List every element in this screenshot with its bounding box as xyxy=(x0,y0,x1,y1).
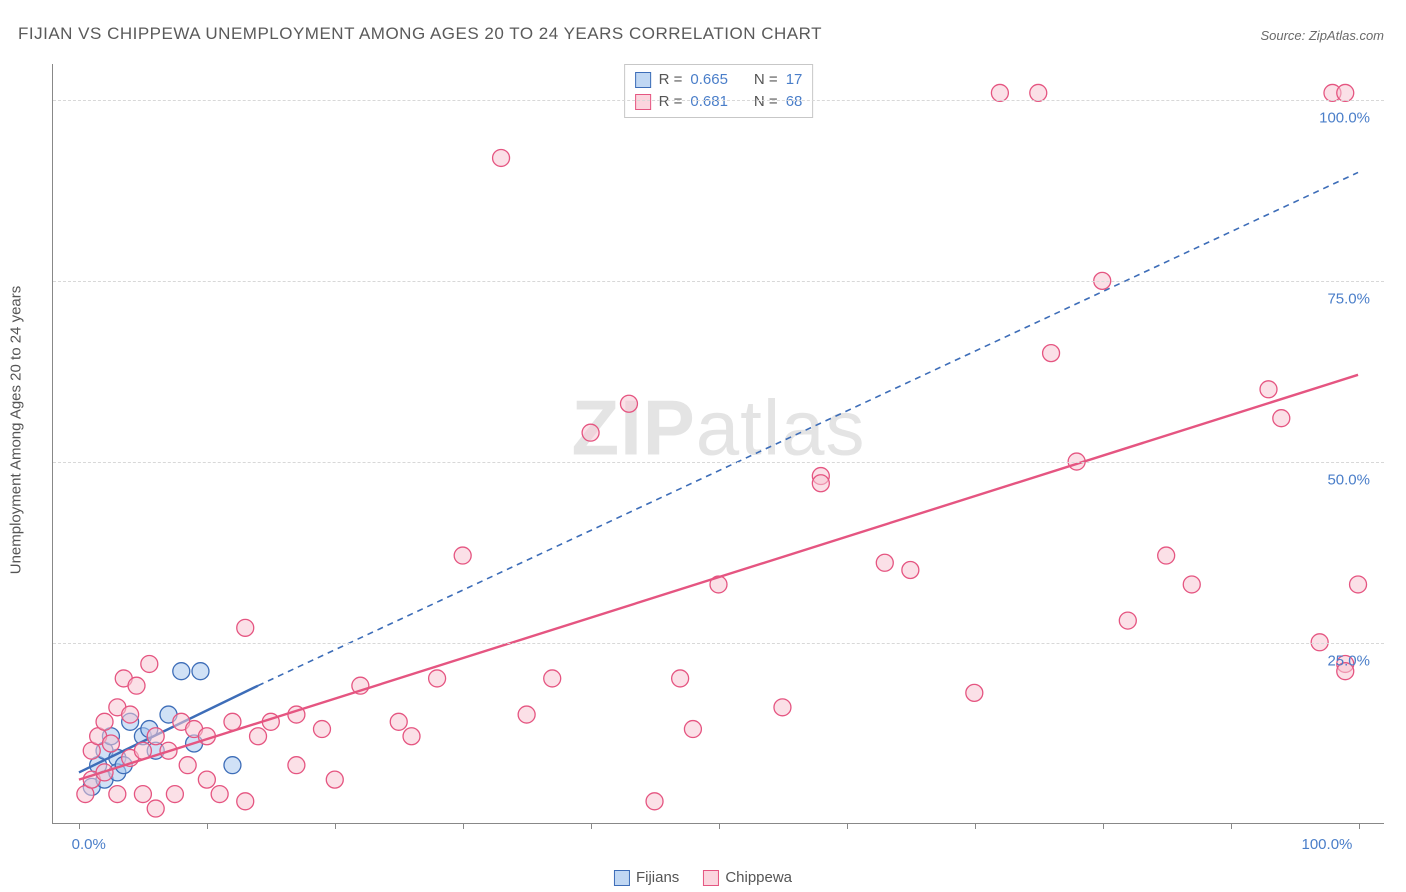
legend-label: Chippewa xyxy=(725,869,792,886)
scatter-point xyxy=(876,554,893,571)
x-tick-label: 0.0% xyxy=(72,836,106,853)
scatter-point xyxy=(147,800,164,817)
stats-n-value: 68 xyxy=(786,91,803,113)
source-attribution: Source: ZipAtlas.com xyxy=(1260,28,1384,43)
stats-n-label: N = xyxy=(754,91,778,113)
scatter-point xyxy=(134,786,151,803)
x-tick-mark xyxy=(207,823,208,829)
scatter-point xyxy=(1158,547,1175,564)
scatter-point xyxy=(122,706,139,723)
stats-n-value: 17 xyxy=(786,69,803,91)
scatter-point xyxy=(518,706,535,723)
stats-r-value: 0.665 xyxy=(690,69,728,91)
swatch-pink-icon xyxy=(703,870,719,886)
x-tick-mark xyxy=(79,823,80,829)
gridline-h xyxy=(53,100,1384,101)
x-tick-mark xyxy=(847,823,848,829)
x-tick-mark xyxy=(463,823,464,829)
scatter-point xyxy=(1119,612,1136,629)
scatter-point xyxy=(141,655,158,672)
scatter-point xyxy=(288,757,305,774)
scatter-point xyxy=(454,547,471,564)
x-tick-mark xyxy=(975,823,976,829)
scatter-point xyxy=(774,699,791,716)
stats-r-value: 0.681 xyxy=(690,91,728,113)
scatter-point xyxy=(966,684,983,701)
scatter-point xyxy=(198,771,215,788)
scatter-point xyxy=(582,424,599,441)
stats-r-label: R = xyxy=(659,69,683,91)
x-tick-mark xyxy=(1359,823,1360,829)
y-tick-label: 25.0% xyxy=(1327,653,1370,670)
y-axis-label: Unemployment Among Ages 20 to 24 years xyxy=(8,286,25,575)
scatter-point xyxy=(403,728,420,745)
scatter-point xyxy=(1273,410,1290,427)
scatter-point xyxy=(237,793,254,810)
scatter-point xyxy=(211,786,228,803)
scatter-point xyxy=(1183,576,1200,593)
scatter-point xyxy=(902,562,919,579)
regression-line-extrapolated xyxy=(258,172,1358,685)
scatter-point xyxy=(1043,345,1060,362)
stats-n-label: N = xyxy=(754,69,778,91)
scatter-point xyxy=(620,395,637,412)
scatter-point xyxy=(991,84,1008,101)
y-tick-label: 100.0% xyxy=(1319,110,1370,127)
x-tick-mark xyxy=(1103,823,1104,829)
chart-title: FIJIAN VS CHIPPEWA UNEMPLOYMENT AMONG AG… xyxy=(18,24,822,44)
scatter-point xyxy=(1260,381,1277,398)
scatter-point xyxy=(237,619,254,636)
scatter-point xyxy=(166,786,183,803)
stats-legend-box: R = 0.665 N = 17 R = 0.681 N = 68 xyxy=(624,64,814,118)
scatter-point xyxy=(179,757,196,774)
legend-item-chippewa: Chippewa xyxy=(703,869,792,886)
scatter-point xyxy=(429,670,446,687)
scatter-plot-svg xyxy=(53,64,1384,823)
swatch-blue-icon xyxy=(614,870,630,886)
y-tick-label: 75.0% xyxy=(1327,291,1370,308)
scatter-point xyxy=(313,721,330,738)
scatter-point xyxy=(192,663,209,680)
stats-row-chippewa: R = 0.681 N = 68 xyxy=(635,91,803,113)
gridline-h xyxy=(53,643,1384,644)
scatter-point xyxy=(1030,84,1047,101)
scatter-point xyxy=(96,713,113,730)
scatter-point xyxy=(390,713,407,730)
stats-row-fijians: R = 0.665 N = 17 xyxy=(635,69,803,91)
scatter-point xyxy=(493,149,510,166)
x-tick-mark xyxy=(719,823,720,829)
stats-r-label: R = xyxy=(659,91,683,113)
gridline-h xyxy=(53,281,1384,282)
scatter-point xyxy=(672,670,689,687)
swatch-pink-icon xyxy=(635,94,651,110)
legend-label: Fijians xyxy=(636,869,679,886)
scatter-point xyxy=(1350,576,1367,593)
legend-bottom: Fijians Chippewa xyxy=(614,869,792,886)
regression-line xyxy=(79,375,1358,780)
scatter-point xyxy=(684,721,701,738)
scatter-point xyxy=(102,735,119,752)
scatter-point xyxy=(250,728,267,745)
scatter-point xyxy=(1337,84,1354,101)
y-tick-label: 50.0% xyxy=(1327,472,1370,489)
scatter-point xyxy=(173,663,190,680)
x-tick-mark xyxy=(591,823,592,829)
legend-item-fijians: Fijians xyxy=(614,869,679,886)
scatter-point xyxy=(812,475,829,492)
plot-area: ZIPatlas R = 0.665 N = 17 R = 0.681 N = … xyxy=(52,64,1384,824)
scatter-point xyxy=(544,670,561,687)
x-tick-mark xyxy=(1231,823,1232,829)
scatter-point xyxy=(224,713,241,730)
x-tick-mark xyxy=(335,823,336,829)
gridline-h xyxy=(53,462,1384,463)
scatter-point xyxy=(646,793,663,810)
scatter-point xyxy=(109,786,126,803)
scatter-point xyxy=(147,728,164,745)
scatter-point xyxy=(128,677,145,694)
x-tick-label: 100.0% xyxy=(1302,836,1353,853)
scatter-point xyxy=(224,757,241,774)
scatter-point xyxy=(326,771,343,788)
swatch-blue-icon xyxy=(635,72,651,88)
